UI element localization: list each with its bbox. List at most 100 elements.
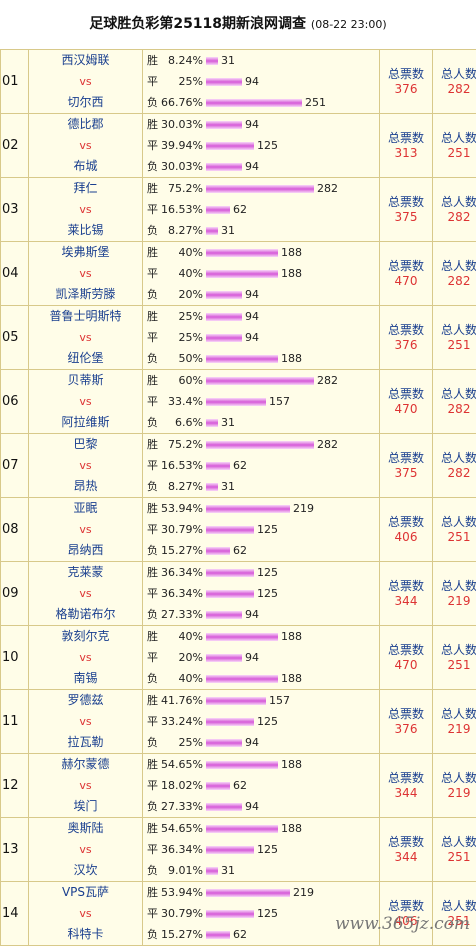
stat-count: 125 xyxy=(257,711,278,732)
away-team[interactable]: 阿拉维斯 xyxy=(29,412,142,433)
match-number: 06 xyxy=(1,370,29,434)
away-team[interactable]: 拉瓦勒 xyxy=(29,732,142,753)
home-team[interactable]: 普鲁士明斯特 xyxy=(29,306,142,327)
away-team[interactable]: 科特卡 xyxy=(29,924,142,945)
home-team[interactable]: 巴黎 xyxy=(29,434,142,455)
vs-label: vs xyxy=(29,647,142,668)
home-team[interactable]: 赫尔蒙德 xyxy=(29,754,142,775)
stat-count: 188 xyxy=(281,754,302,775)
vote-bar xyxy=(206,505,290,513)
vote-bar xyxy=(206,633,278,641)
vote-bar xyxy=(206,270,278,278)
stat-percent: 27.33% xyxy=(159,796,206,817)
home-team[interactable]: 敦刻尔克 xyxy=(29,626,142,647)
total-people-label: 总人数 xyxy=(433,195,476,210)
total-votes-label: 总票数 xyxy=(380,67,432,82)
vote-bar xyxy=(206,931,230,939)
stat-count: 157 xyxy=(269,391,290,412)
away-team[interactable]: 埃门 xyxy=(29,796,142,817)
away-team[interactable]: 纽伦堡 xyxy=(29,348,142,369)
stat-count: 31 xyxy=(221,860,235,881)
total-votes-label: 总票数 xyxy=(380,707,432,722)
home-team[interactable]: 亚眠 xyxy=(29,498,142,519)
home-team[interactable]: VPS瓦萨 xyxy=(29,882,142,903)
home-team[interactable]: 贝蒂斯 xyxy=(29,370,142,391)
stat-count: 94 xyxy=(245,796,259,817)
vote-bar xyxy=(206,377,314,385)
stat-label: 胜 xyxy=(147,434,159,455)
total-votes-value: 376 xyxy=(380,722,432,737)
home-team[interactable]: 埃弗斯堡 xyxy=(29,242,142,263)
vote-bar xyxy=(206,483,218,491)
stat-count: 94 xyxy=(245,732,259,753)
stat-count: 188 xyxy=(281,348,302,369)
stat-label: 胜 xyxy=(147,882,159,903)
stat-label: 负 xyxy=(147,348,159,369)
away-team[interactable]: 南锡 xyxy=(29,668,142,689)
total-people-label: 总人数 xyxy=(433,835,476,850)
stat-label: 平 xyxy=(147,391,159,412)
away-team[interactable]: 汉坎 xyxy=(29,860,142,881)
away-team[interactable]: 昂纳西 xyxy=(29,540,142,561)
stat-label: 平 xyxy=(147,647,159,668)
stat-percent: 30.03% xyxy=(159,156,206,177)
away-team[interactable]: 莱比锡 xyxy=(29,220,142,241)
stat-label: 负 xyxy=(147,220,159,241)
page-title: 足球胜负彩第25118期新浪网调查 (08-22 23:00) xyxy=(0,0,476,49)
home-team[interactable]: 拜仁 xyxy=(29,178,142,199)
away-team[interactable]: 凯泽斯劳滕 xyxy=(29,284,142,305)
stat-label: 负 xyxy=(147,732,159,753)
stat-label: 胜 xyxy=(147,50,159,71)
stat-label: 平 xyxy=(147,583,159,604)
stat-label: 负 xyxy=(147,476,159,497)
vs-label: vs xyxy=(29,199,142,220)
stat-label: 负 xyxy=(147,540,159,561)
total-votes-label: 总票数 xyxy=(380,835,432,850)
home-team[interactable]: 德比郡 xyxy=(29,114,142,135)
match-number: 03 xyxy=(1,178,29,242)
stat-label: 胜 xyxy=(147,626,159,647)
vote-bar xyxy=(206,355,278,363)
stat-count: 31 xyxy=(221,476,235,497)
total-votes-value: 376 xyxy=(380,338,432,353)
vote-bar xyxy=(206,718,254,726)
vs-label: vs xyxy=(29,519,142,540)
stat-count: 219 xyxy=(293,498,314,519)
away-team[interactable]: 昂热 xyxy=(29,476,142,497)
vote-bar xyxy=(206,569,254,577)
away-team[interactable]: 格勒诺布尔 xyxy=(29,604,142,625)
stat-percent: 15.27% xyxy=(159,540,206,561)
stat-count: 188 xyxy=(281,242,302,263)
stat-count: 219 xyxy=(293,882,314,903)
home-team[interactable]: 罗德兹 xyxy=(29,690,142,711)
away-team[interactable]: 切尔西 xyxy=(29,92,142,113)
home-team[interactable]: 西汉姆联 xyxy=(29,50,142,71)
total-votes-value: 470 xyxy=(380,658,432,673)
stat-label: 胜 xyxy=(147,690,159,711)
away-team[interactable]: 布城 xyxy=(29,156,142,177)
total-votes-value: 406 xyxy=(380,530,432,545)
vote-bar xyxy=(206,78,242,86)
vote-bar xyxy=(206,291,242,299)
stat-percent: 36.34% xyxy=(159,839,206,860)
stat-label: 平 xyxy=(147,71,159,92)
home-team[interactable]: 克莱蒙 xyxy=(29,562,142,583)
vote-bar xyxy=(206,867,218,875)
stat-label: 负 xyxy=(147,860,159,881)
stat-label: 平 xyxy=(147,199,159,220)
stat-count: 125 xyxy=(257,839,278,860)
home-team[interactable]: 奥斯陆 xyxy=(29,818,142,839)
stat-percent: 40% xyxy=(159,626,206,647)
